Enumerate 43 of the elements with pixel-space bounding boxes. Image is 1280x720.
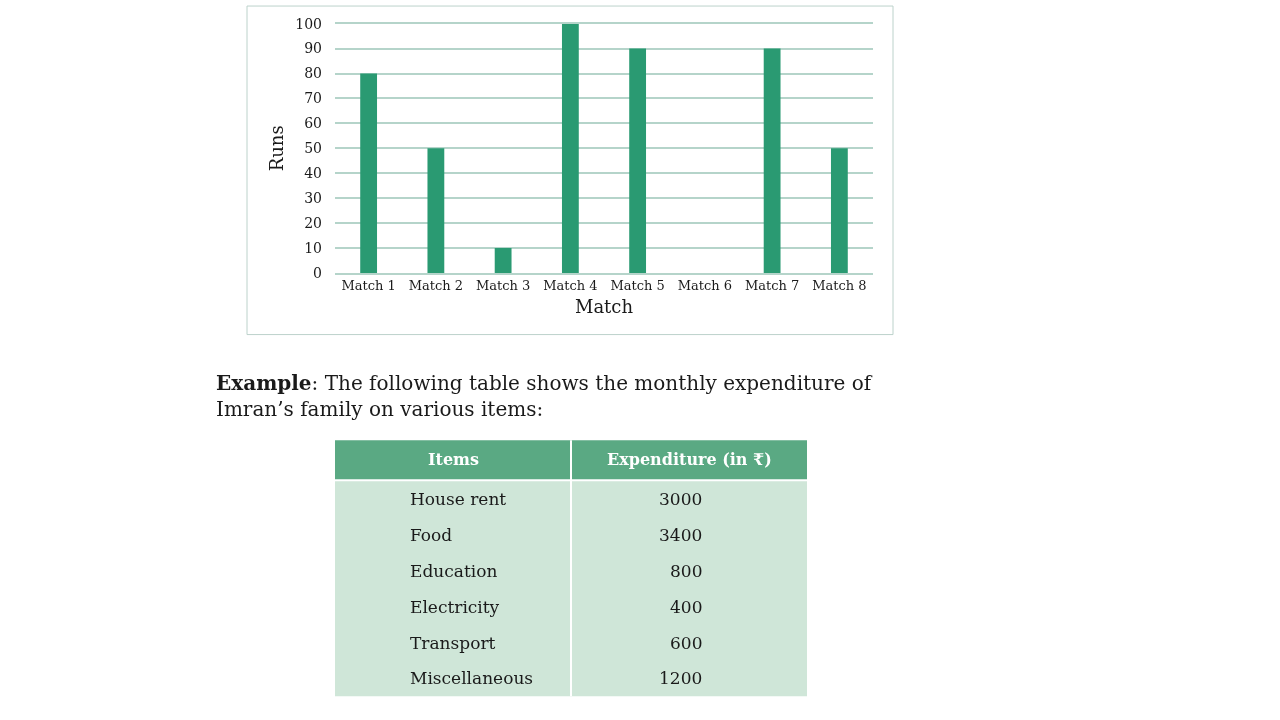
category-label: House rent	[410, 489, 507, 509]
category-label: Miscellaneous	[410, 668, 534, 688]
data-label: 3400	[659, 525, 703, 545]
bar	[763, 48, 781, 273]
y-tick-label: 10	[304, 239, 322, 256]
x-tick-label: Match 5	[610, 278, 665, 294]
data-label: 600	[670, 633, 703, 653]
bar	[830, 148, 848, 273]
y-tick-label: 30	[304, 190, 322, 207]
bar	[494, 248, 512, 273]
y-tick-label: 100	[295, 15, 322, 32]
y-tick-label: 70	[304, 90, 322, 107]
y-tick-label: 0	[313, 264, 322, 281]
bar	[427, 148, 445, 273]
category-label: Electricity	[410, 597, 500, 617]
x-tick-label: Match 4	[543, 278, 598, 294]
bar	[360, 73, 378, 273]
data-label: 800	[670, 561, 703, 581]
y-tick-label: 50	[304, 140, 322, 157]
x-tick-label: Match 7	[744, 278, 800, 294]
y-tick-label: 90	[304, 40, 322, 57]
category-label: Education	[410, 561, 498, 581]
y-axis-title: Runs	[266, 125, 288, 172]
x-tick-label: Match 2	[408, 278, 464, 294]
y-tick-label: 80	[304, 65, 322, 82]
category-label: Food	[410, 525, 453, 545]
y-tick-label: 60	[304, 115, 322, 132]
category-label: Transport	[410, 633, 496, 653]
x-tick-label: Match 8	[812, 278, 867, 294]
data-label: 3000	[659, 489, 703, 509]
x-tick-label: Match 1	[341, 278, 396, 294]
data-label: 400	[670, 597, 703, 617]
x-axis-title: Match	[574, 295, 634, 317]
bar	[561, 23, 579, 273]
y-tick-label: 20	[304, 215, 322, 232]
data-label: 1200	[659, 668, 703, 688]
bar	[629, 48, 647, 273]
text: Items	[428, 450, 479, 469]
text: Example: The following table shows the monthly expenditure of Imran’s family on various items:	[216, 371, 873, 421]
text: Expenditure (in ₹)	[607, 450, 772, 469]
y-tick-label: 40	[304, 165, 322, 182]
x-tick-label: Match 3	[475, 278, 531, 294]
x-tick-label: Match 6	[677, 278, 733, 294]
